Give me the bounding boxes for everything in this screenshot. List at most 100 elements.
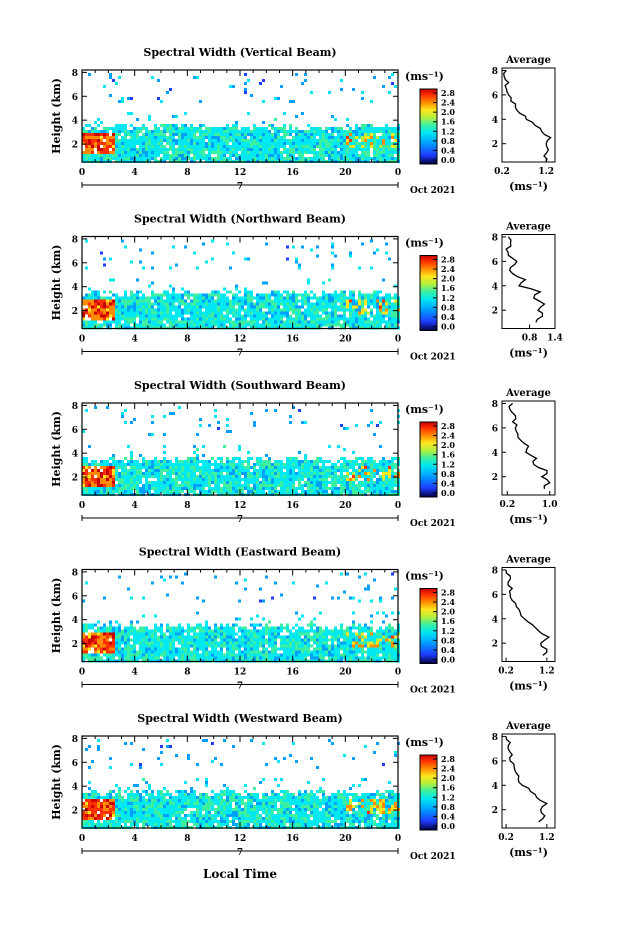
heatmap-cell xyxy=(115,308,118,312)
heatmap-cell xyxy=(331,478,334,481)
heatmap-cell xyxy=(286,472,289,475)
heatmap-cell xyxy=(349,478,352,481)
heatmap-cell xyxy=(340,79,343,82)
heatmap-cell xyxy=(139,487,142,490)
heatmap-cell xyxy=(178,653,181,657)
heatmap-cell xyxy=(118,481,121,484)
heatmap-cell xyxy=(268,635,271,639)
heatmap-cell xyxy=(370,239,373,243)
heatmap-cell xyxy=(97,632,100,636)
heatmap-cell xyxy=(262,133,265,136)
heatmap-cell xyxy=(163,653,166,657)
heatmap-cell xyxy=(211,305,214,309)
heatmap-cell xyxy=(268,629,271,633)
heatmap-cell xyxy=(226,641,229,645)
heatmap-cell xyxy=(211,136,214,139)
heatmap-cell xyxy=(184,302,187,306)
heatmap-cell xyxy=(262,317,265,321)
heatmap-cell xyxy=(280,302,283,306)
heatmap-cell xyxy=(145,647,148,651)
heatmap-cell xyxy=(187,644,190,648)
heatmap-cell xyxy=(283,151,286,154)
heatmap-cell xyxy=(118,644,121,648)
heatmap-cell xyxy=(241,653,244,657)
heatmap-cell xyxy=(313,314,316,318)
heatmap-cell xyxy=(199,157,202,160)
heatmap-cell xyxy=(373,142,376,145)
heatmap-cell xyxy=(346,463,349,466)
heatmap-cell xyxy=(82,599,85,603)
heatmap-cell xyxy=(340,424,343,427)
heatmap-cell xyxy=(163,308,166,312)
heatmap-cell xyxy=(328,445,331,448)
heatmap-cell xyxy=(148,136,151,139)
heatmap-cell xyxy=(100,487,103,490)
heatmap-cell xyxy=(349,323,352,327)
heatmap-cell xyxy=(175,481,178,484)
heatmap-cell xyxy=(373,472,376,475)
heatmap-cell xyxy=(133,644,136,648)
heatmap-cell xyxy=(313,490,316,493)
heatmap-cell xyxy=(100,463,103,466)
heatmap-cell xyxy=(106,406,109,409)
heatmap-cell xyxy=(373,323,376,327)
heatmap-cell xyxy=(169,484,172,487)
heatmap-cell xyxy=(256,623,259,627)
heatmap-cell xyxy=(214,290,217,294)
heatmap-cell xyxy=(241,641,244,645)
heatmap-cell xyxy=(235,127,238,130)
heatmap-cell xyxy=(124,487,127,490)
heatmap-cell xyxy=(214,157,217,160)
heatmap-cell xyxy=(337,466,340,469)
heatmap-cell xyxy=(394,308,397,312)
heatmap-cell xyxy=(271,136,274,139)
heatmap-cell xyxy=(85,148,88,151)
heatmap-cell xyxy=(250,617,253,621)
heatmap-cell xyxy=(286,460,289,463)
colorbar-tick-label: 0.0 xyxy=(441,322,455,332)
heatmap-cell xyxy=(244,323,247,327)
heatmap-cell xyxy=(223,484,226,487)
heatmap-cell xyxy=(211,490,214,493)
heatmap-cell xyxy=(226,302,229,306)
heatmap-cell xyxy=(124,139,127,142)
heatmap-cell xyxy=(391,157,394,160)
heatmap-cell xyxy=(124,136,127,139)
heatmap-cell xyxy=(253,296,256,300)
heatmap-cell xyxy=(154,139,157,142)
heatmap-cell xyxy=(196,448,199,451)
heatmap-cell xyxy=(298,299,301,303)
heatmap-cell xyxy=(265,466,268,469)
heatmap-cell xyxy=(91,133,94,136)
heatmap-cell xyxy=(337,299,340,303)
heatmap-cell xyxy=(169,157,172,160)
heatmap-cell xyxy=(145,151,148,154)
heatmap-cell xyxy=(130,481,133,484)
colorbar-tick-label: 2.8 xyxy=(441,88,455,98)
heatmap-cell xyxy=(343,314,346,318)
heatmap-cell xyxy=(316,145,319,148)
heatmap-cell xyxy=(205,638,208,642)
heatmap-cell xyxy=(292,305,295,309)
heatmap-cell xyxy=(166,626,169,630)
heatmap-cell xyxy=(109,139,112,142)
heatmap-cell xyxy=(118,145,121,148)
heatmap-cell xyxy=(304,302,307,306)
heatmap-cell xyxy=(100,302,103,306)
heatmap-cell xyxy=(331,148,334,151)
heatmap-cell xyxy=(196,463,199,466)
heatmap-cell xyxy=(169,644,172,648)
heatmap-cell xyxy=(163,487,166,490)
heatmap-cell xyxy=(232,127,235,130)
heatmap-cell xyxy=(241,644,244,648)
heatmap-cell xyxy=(151,293,154,297)
heatmap-cell xyxy=(169,653,172,657)
heatmap-cell xyxy=(364,320,367,324)
heatmap-cell xyxy=(172,157,175,160)
heatmap-cell xyxy=(118,100,121,103)
heatmap-cell xyxy=(208,635,211,639)
heatmap-cell xyxy=(376,487,379,490)
heatmap-cell xyxy=(160,323,163,327)
heatmap-cell xyxy=(334,484,337,487)
heatmap-cell xyxy=(247,466,250,469)
